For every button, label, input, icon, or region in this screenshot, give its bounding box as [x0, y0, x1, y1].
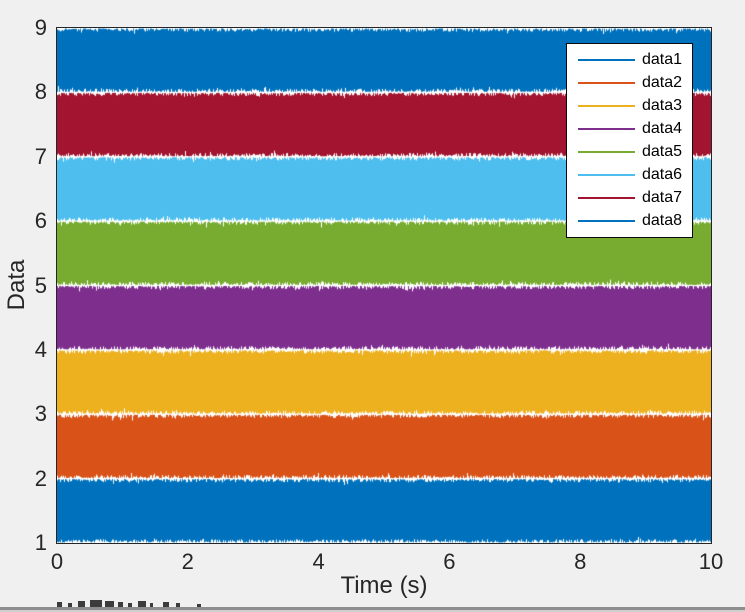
x-tick-label: 6	[443, 549, 456, 574]
background-window-edge-shadow	[0, 610, 745, 612]
legend-label: data8	[642, 212, 683, 230]
legend-line-sample	[578, 81, 635, 84]
legend-line-sample	[578, 104, 635, 107]
background-window-text-fragment	[57, 602, 62, 607]
legend-line-sample	[578, 220, 635, 223]
background-window-text-fragment	[138, 601, 146, 607]
legend-entry: data4	[567, 117, 692, 140]
x-tick-label: 10	[698, 549, 724, 574]
legend-line-sample	[578, 197, 635, 200]
y-tick-label: 1	[34, 530, 47, 555]
background-window-text-fragment	[128, 603, 132, 607]
legend-entry: data7	[567, 187, 692, 210]
background-window-text-fragment	[118, 602, 123, 607]
background-window-text-fragment	[90, 600, 102, 607]
background-window-text-fragment	[163, 602, 169, 607]
legend-label: data4	[642, 119, 683, 137]
legend-entry: data2	[567, 71, 692, 94]
x-tick-label: 0	[50, 549, 64, 574]
x-tick-label: 2	[181, 549, 194, 574]
legend: data1 data2 data3 data4 data5 data6 data7 data8	[566, 43, 693, 238]
legend-label: data1	[642, 50, 683, 68]
legend-entry: data3	[567, 94, 692, 117]
legend-line-sample	[578, 127, 635, 130]
legend-label: data7	[642, 189, 683, 207]
legend-label: data6	[642, 166, 683, 184]
y-tick-label: 9	[34, 15, 47, 40]
y-tick-label: 7	[34, 143, 47, 169]
y-axis-label: Data	[3, 259, 30, 311]
legend-entry: data6	[567, 164, 692, 187]
background-window-text-fragment	[78, 601, 85, 607]
legend-label: data5	[642, 143, 683, 161]
y-tick-label: 6	[34, 208, 47, 234]
legend-entry: data1	[567, 48, 692, 71]
background-window-text-fragment	[150, 603, 153, 607]
legend-entry: data8	[567, 210, 692, 233]
y-tick-label: 8	[34, 79, 47, 105]
y-tick-label: 2	[34, 465, 47, 491]
legend-line-sample	[578, 58, 635, 61]
legend-line-sample	[578, 174, 635, 177]
legend-line-sample	[578, 151, 635, 154]
x-axis-label: Time (s)	[340, 572, 428, 599]
y-tick-label: 5	[34, 272, 47, 298]
legend-label: data3	[642, 96, 683, 114]
y-tick-label: 3	[34, 401, 47, 427]
background-window-text-fragment	[105, 601, 114, 607]
y-tick-label: 4	[34, 336, 47, 362]
background-window-text-fragment	[68, 603, 72, 607]
legend-label: data2	[642, 73, 683, 91]
background-window-text-fragment	[176, 603, 180, 607]
background-window-text-fragment	[197, 604, 201, 607]
x-tick-label: 4	[312, 549, 325, 574]
x-tick-label: 8	[574, 549, 587, 574]
legend-entry: data5	[567, 141, 692, 164]
background-window-edge	[0, 607, 745, 610]
